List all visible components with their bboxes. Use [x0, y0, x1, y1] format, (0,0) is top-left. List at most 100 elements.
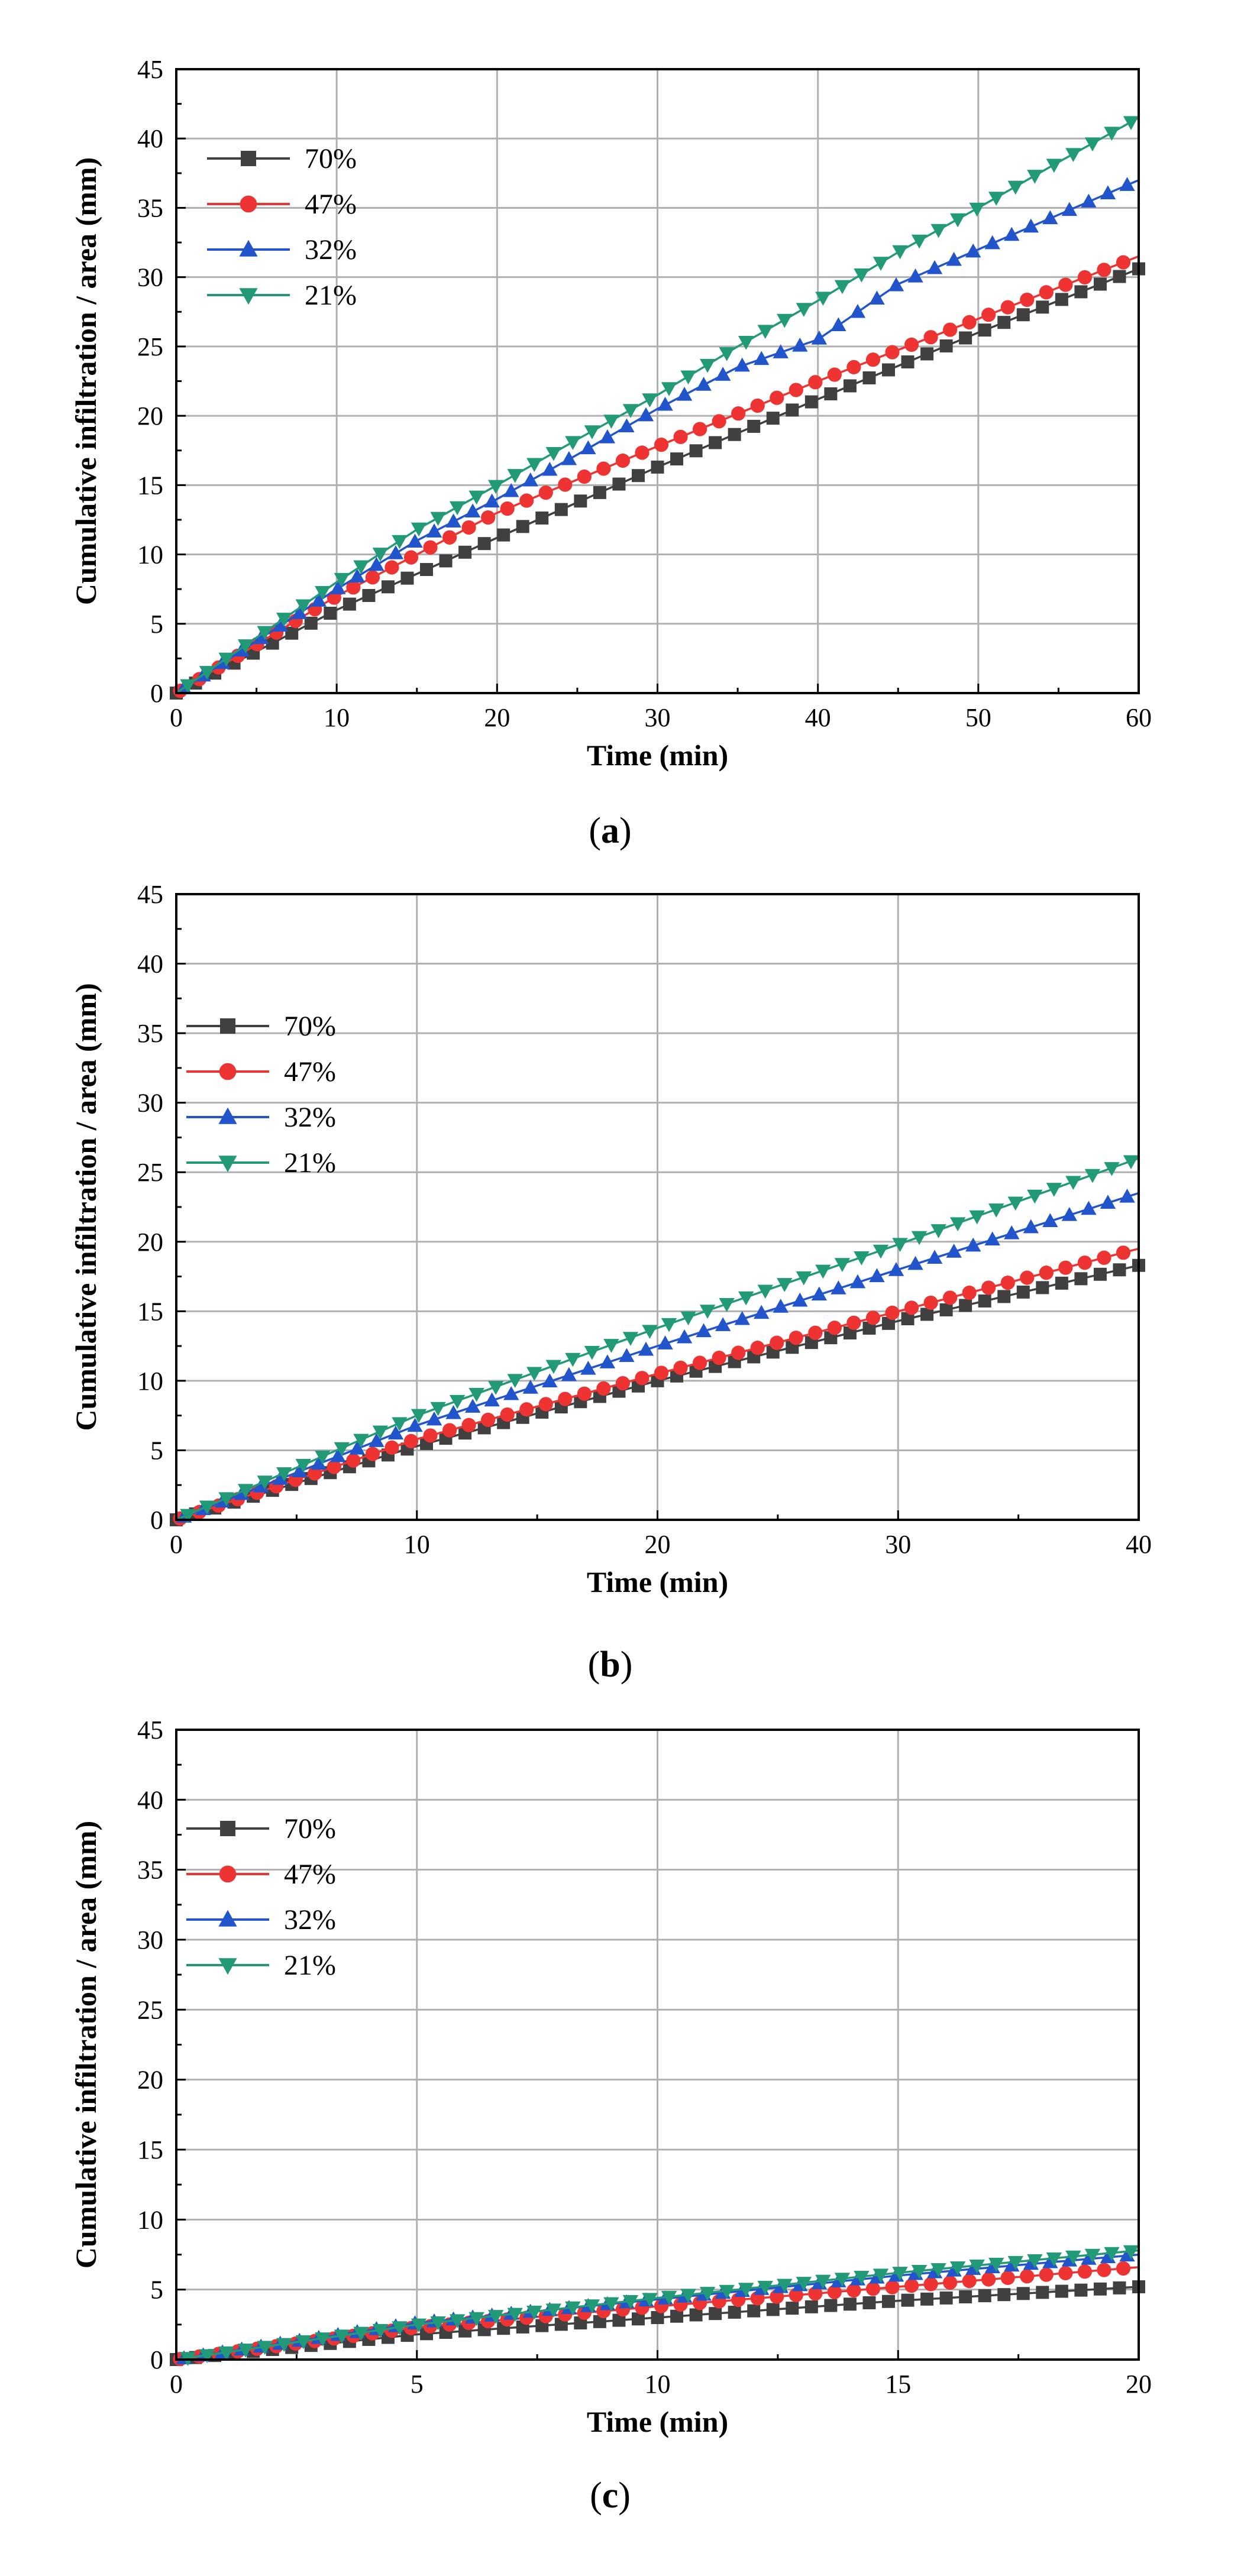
data-point [295, 1458, 311, 1473]
data-point [387, 1425, 404, 1440]
data-point [642, 393, 658, 407]
data-point [661, 382, 677, 396]
x-tick-label: 10 [404, 1530, 430, 1559]
data-point [292, 605, 308, 619]
data-point [865, 2281, 881, 2296]
data-point [1093, 2282, 1107, 2296]
data-point [827, 2284, 842, 2299]
data-point [362, 588, 376, 602]
series-47% [173, 1245, 1139, 1526]
data-point [881, 1316, 895, 1330]
data-point [503, 483, 519, 497]
data-point [1077, 1255, 1092, 1270]
data-point [709, 436, 722, 449]
data-point [981, 2272, 996, 2287]
data-point [654, 1365, 669, 1380]
data-point [824, 387, 838, 400]
data-point [796, 1271, 812, 1286]
data-point [554, 503, 568, 516]
data-point [943, 2275, 958, 2290]
y-axis-title: Cumulative infiltration / area (mm) [69, 1821, 102, 2268]
data-point [464, 503, 481, 518]
y-tick-label: 25 [137, 1158, 163, 1187]
data-point [962, 1285, 977, 1300]
legend-marker [219, 1865, 237, 1883]
data-point [464, 1399, 481, 1413]
data-point [311, 1455, 327, 1470]
data-point [1023, 1219, 1039, 1234]
legend-label: 70% [284, 1813, 336, 1844]
data-point [815, 292, 831, 306]
data-point [786, 2302, 799, 2315]
x-tick-label: 60 [1126, 703, 1152, 732]
data-point [449, 1394, 466, 1409]
caption-open: ( [590, 2475, 602, 2516]
data-point [584, 425, 600, 439]
data-point [1004, 226, 1020, 241]
data-point [747, 2304, 761, 2318]
legend-marker [220, 1821, 235, 1836]
data-point [599, 1354, 616, 1368]
data-point [808, 2286, 823, 2301]
data-point [1039, 1266, 1054, 1280]
data-point [387, 545, 404, 559]
y-tick-label: 30 [137, 1925, 163, 1954]
data-point [1055, 1276, 1068, 1290]
data-point [439, 554, 453, 568]
data-point [519, 1402, 534, 1417]
data-point [849, 1274, 866, 1289]
data-point [545, 2303, 561, 2318]
data-point [920, 1308, 934, 1321]
data-point [907, 268, 923, 283]
data-point [218, 2346, 234, 2361]
data-point [904, 2278, 919, 2293]
data-point [712, 1350, 726, 1365]
data-point [1000, 300, 1015, 315]
data-point [423, 1428, 438, 1443]
data-point [1084, 1169, 1101, 1183]
data-point [593, 2315, 606, 2328]
data-point [827, 367, 842, 382]
data-point [635, 1371, 650, 1386]
data-point [1058, 277, 1073, 292]
chart-panel-c: 0 5 10 15 20 0 5 10 15 20 25 30 35 40 45 Time (min) Cumu… [69, 1716, 1152, 2516]
data-point [930, 224, 946, 238]
data-point [946, 1244, 962, 1258]
data-point [965, 243, 981, 258]
panel-caption: (c) [590, 2475, 631, 2516]
x-tick-label: 10 [645, 2370, 671, 2399]
data-point [199, 2349, 215, 2364]
data-point [574, 494, 587, 508]
data-point [1023, 218, 1039, 233]
data-point [1039, 2267, 1054, 2282]
caption-letter: c [602, 2475, 619, 2516]
data-point [276, 613, 292, 627]
data-point [766, 2303, 780, 2316]
data-point [997, 316, 1011, 329]
data-point [676, 387, 693, 401]
panel-caption: (a) [589, 811, 631, 851]
data-point [180, 1509, 196, 1523]
data-point [869, 1268, 885, 1283]
data-point [1042, 210, 1058, 225]
data-point [1046, 1183, 1062, 1197]
data-point [920, 2292, 934, 2306]
data-point [327, 1459, 341, 1474]
legend-marker [241, 151, 256, 166]
data-point [1093, 1267, 1107, 1281]
data-point [981, 308, 996, 322]
data-point [824, 2299, 838, 2312]
data-point [315, 2332, 331, 2347]
y-tick-label: 20 [137, 2066, 163, 2095]
data-point [1036, 1281, 1049, 1295]
data-point [1123, 116, 1139, 131]
data-point [673, 1360, 688, 1376]
data-point [484, 493, 500, 508]
data-point [1116, 255, 1131, 270]
y-tick-label: 0 [150, 1506, 163, 1535]
data-point [657, 396, 673, 411]
data-point [1104, 2247, 1120, 2261]
x-tick-label: 20 [645, 1530, 671, 1559]
data-point [1007, 1196, 1023, 1211]
data-point [1058, 1260, 1073, 1275]
